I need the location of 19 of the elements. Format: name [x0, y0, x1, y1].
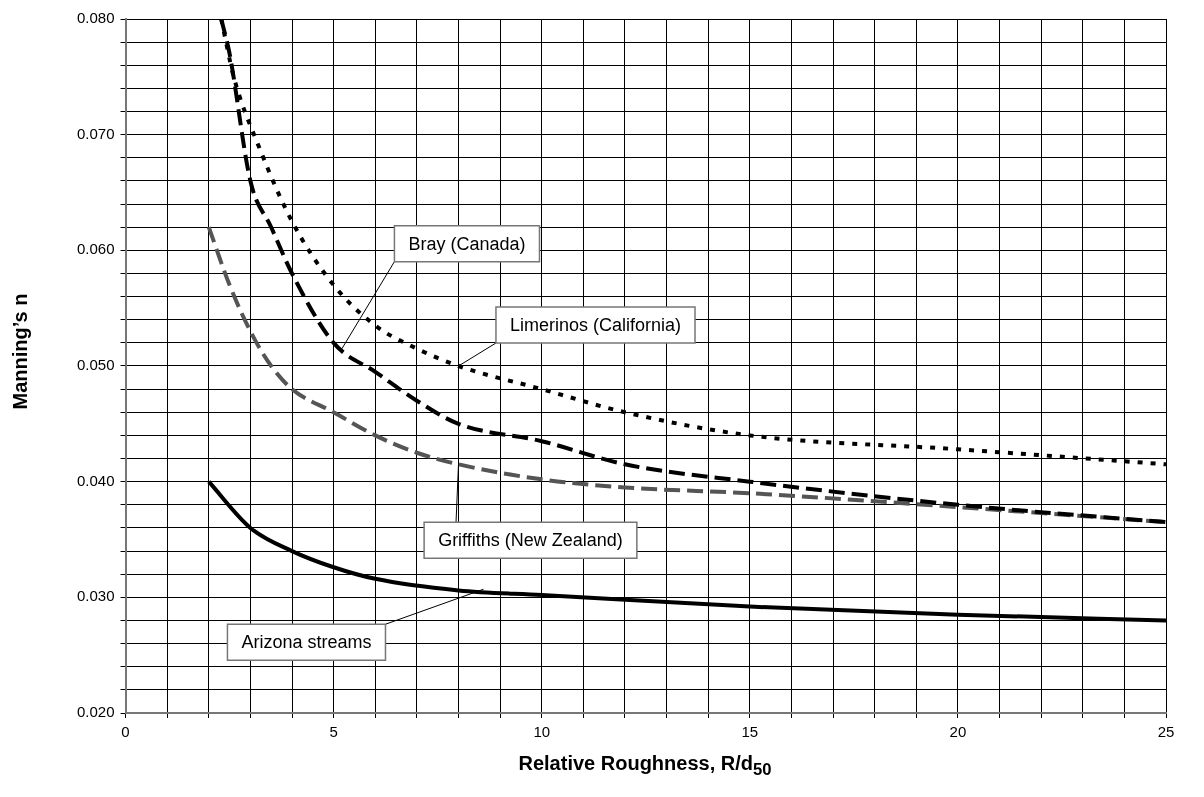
y-tick-label: 0.020: [76, 703, 115, 721]
x-tick-label: 20: [949, 723, 967, 741]
annotation: Arizona streams: [241, 632, 372, 653]
x-tick-label: 10: [533, 723, 551, 741]
annotation: Bray (Canada): [408, 233, 526, 254]
x-axis-title: Relative Roughness, R/d$_{50}$: [517, 752, 773, 780]
annotation: Griffiths (New Zealand): [438, 530, 623, 551]
annotation: Limerinos (California): [509, 314, 682, 335]
y-tick-label: 0.030: [76, 587, 115, 605]
x-tick-label: 0: [121, 723, 130, 741]
x-tick-label: 25: [1157, 723, 1175, 741]
x-tick-label: 5: [329, 723, 338, 741]
x-tick-label: 15: [741, 723, 759, 741]
y-axis-title: Manning’s n: [8, 292, 32, 412]
y-tick-label: 0.060: [76, 240, 115, 258]
y-tick-label: 0.050: [76, 356, 115, 374]
y-tick-label: 0.040: [76, 471, 115, 489]
y-tick-label: 0.070: [76, 124, 115, 142]
y-tick-label: 0.080: [76, 9, 115, 27]
